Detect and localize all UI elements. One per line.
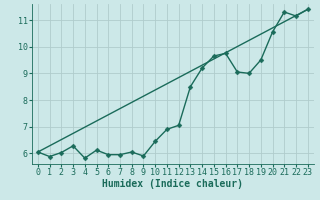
X-axis label: Humidex (Indice chaleur): Humidex (Indice chaleur)	[102, 179, 243, 189]
